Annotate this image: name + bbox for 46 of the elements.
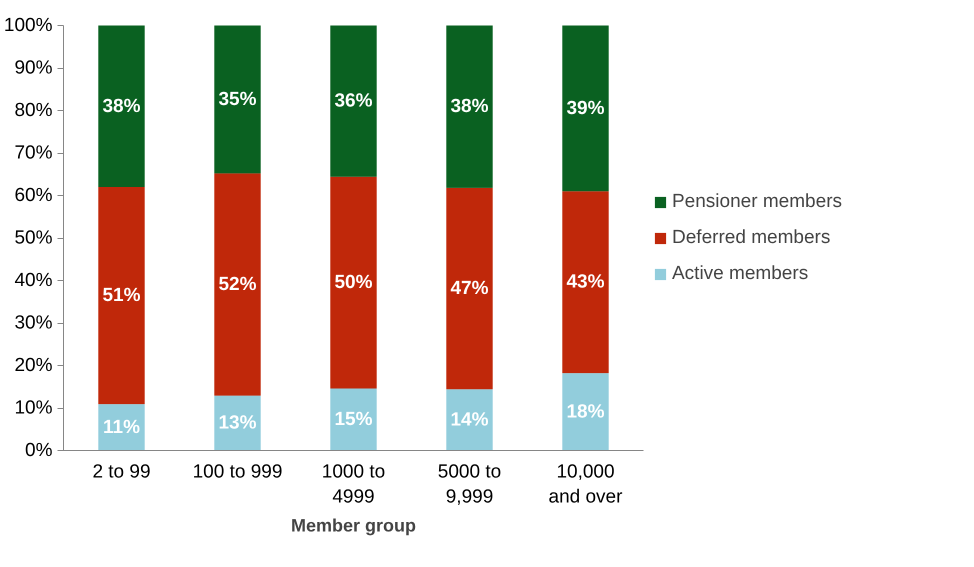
data-label: 11% (103, 416, 140, 438)
bar (446, 26, 493, 188)
y-tick-label: 80% (14, 100, 53, 121)
bar (562, 26, 609, 192)
y-tick-label: 100% (4, 15, 53, 36)
x-tick-label: 1000 to 4999 (322, 462, 386, 508)
bar (98, 26, 145, 187)
x-tick-label: 5000 to 9,999 (438, 462, 502, 508)
y-tick-label: 50% (14, 228, 53, 248)
y-tick-label: 10% (14, 398, 53, 418)
data-label: 18% (566, 401, 605, 422)
data-label: 36% (334, 90, 373, 112)
y-tick-label: 30% (14, 312, 53, 334)
data-label: 14% (450, 409, 489, 430)
data-label: 47% (450, 278, 489, 300)
data-label: 43% (566, 272, 605, 293)
bar (330, 176, 377, 388)
bar (562, 373, 609, 450)
x-tick-label: 2 to 99 (92, 462, 151, 482)
y-tick-label: 70% (14, 142, 53, 164)
y-tick-label: 0% (25, 440, 53, 461)
data-label: 38% (102, 96, 141, 117)
y-tick-label: 40% (14, 270, 53, 291)
legend-label: Pensioner members (672, 190, 842, 212)
bar (330, 26, 377, 177)
data-label: 15% (334, 408, 373, 430)
x-tick-label: 10,000 and over (548, 462, 624, 508)
data-label: 50% (334, 272, 373, 294)
bar (446, 188, 493, 390)
legend-label: Active members (672, 262, 808, 284)
data-label: 52% (218, 274, 257, 296)
y-tick-label: 20% (14, 355, 53, 376)
data-label: 13% (218, 412, 257, 434)
bar (98, 187, 145, 404)
bar (562, 191, 609, 374)
legend-label: Deferred members (672, 226, 830, 248)
data-label: 38% (450, 96, 489, 118)
x-axis-title: Member group (290, 516, 416, 536)
bar (214, 173, 261, 396)
data-label: 39% (566, 98, 605, 119)
data-label: 51% (102, 285, 141, 306)
x-tick-label: 100 to 999 (192, 462, 282, 482)
y-tick-label: 90% (14, 58, 53, 78)
data-label: 35% (218, 88, 257, 110)
bar (214, 26, 261, 174)
y-tick-label: 60% (14, 185, 53, 206)
